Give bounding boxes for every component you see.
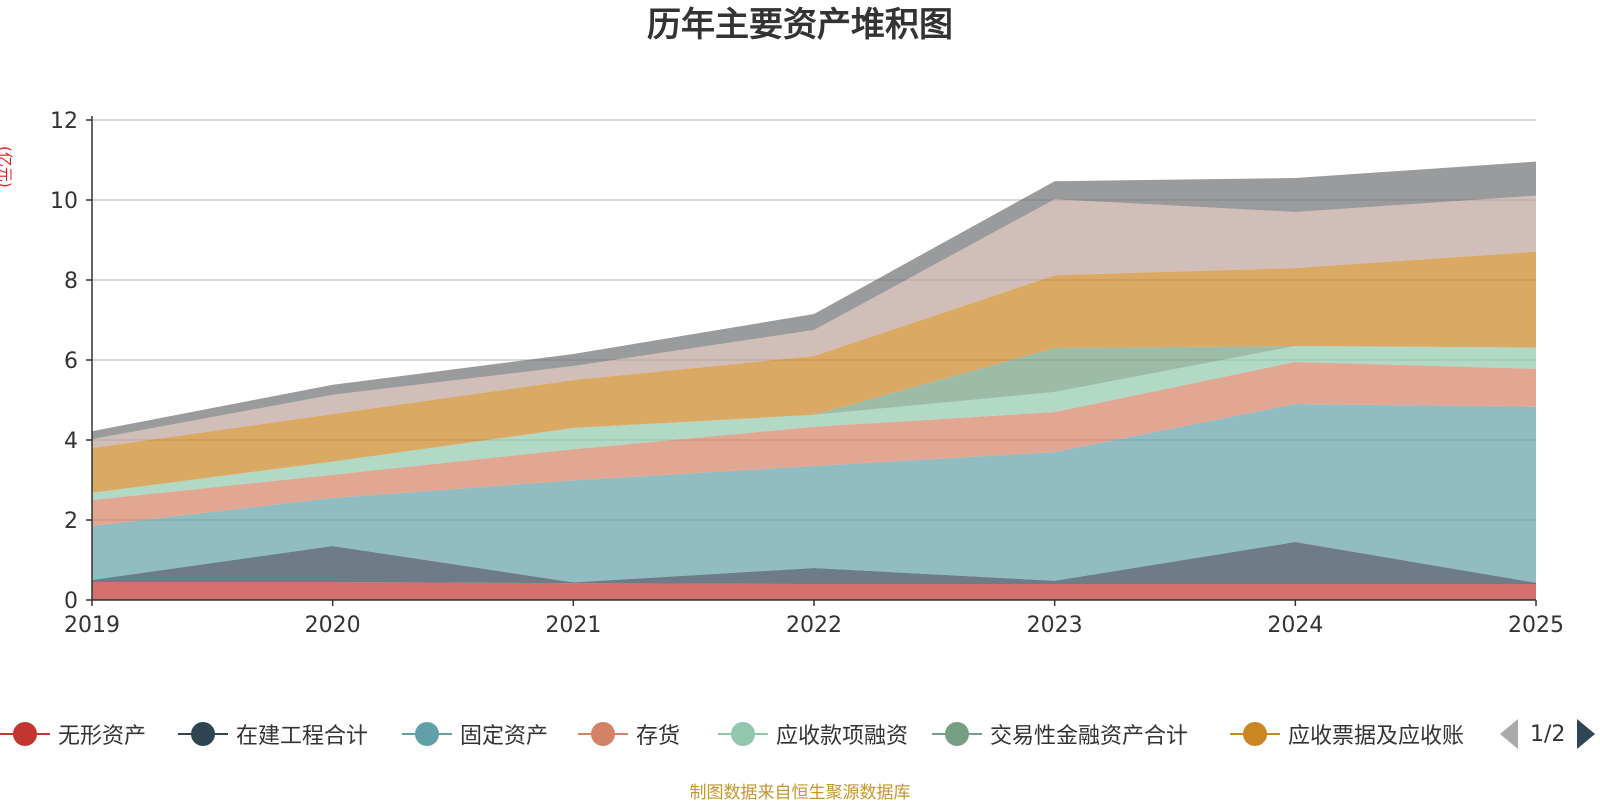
legend-marker-icon xyxy=(0,719,50,749)
legend-marker-icon xyxy=(402,719,452,749)
x-tick-label: 2025 xyxy=(1508,613,1564,638)
x-tick-label: 2019 xyxy=(64,613,120,638)
legend-item[interactable]: 应收款项融资 xyxy=(718,712,908,756)
area-series-group xyxy=(92,161,1536,600)
y-tick-label: 10 xyxy=(50,189,78,214)
legend-marker-icon xyxy=(932,719,982,749)
area-series-2 xyxy=(92,542,1536,584)
legend-pager: 1/2 xyxy=(1500,712,1596,756)
legend-item[interactable]: 无形资产 xyxy=(0,712,146,756)
legend-label: 存货 xyxy=(636,724,681,749)
legend-item[interactable]: 交易性金融资产合计 xyxy=(932,712,1188,756)
legend-marker-icon xyxy=(178,719,228,749)
x-tick-label: 2020 xyxy=(305,613,361,638)
x-tick-label: 2022 xyxy=(786,613,842,638)
area-series-9 xyxy=(92,161,1536,440)
area-series-7 xyxy=(92,251,1536,493)
legend-item[interactable]: 应收票据及应收账 xyxy=(1230,712,1464,756)
y-tick-label: 4 xyxy=(64,429,78,454)
legend-page-indicator: 1/2 xyxy=(1530,721,1566,747)
axes: 0 2 4 6 8 10 12 2019 2020 2021 2022 2023 2024 2025 xyxy=(50,109,1564,638)
area-series-1 xyxy=(92,582,1536,600)
y-tick-label: 0 xyxy=(64,589,78,614)
legend-marker-icon xyxy=(1230,719,1280,749)
legend-label: 无形资产 xyxy=(58,724,147,749)
legend-label: 应收票据及应收账 xyxy=(1288,724,1465,749)
x-tick-label: 2024 xyxy=(1267,613,1323,638)
legend-label: 固定资产 xyxy=(460,724,549,749)
area-series-3 xyxy=(92,404,1536,583)
area-series-4 xyxy=(92,362,1536,526)
legend-label: 应收款项融资 xyxy=(776,724,909,749)
chart-title: 历年主要资产堆积图 xyxy=(647,5,953,45)
y-tick-label: 2 xyxy=(64,509,78,534)
legend-label: 交易性金融资产合计 xyxy=(990,724,1189,749)
source-note: 制图数据来自恒生聚源数据库 xyxy=(689,783,911,803)
legend: 无形资产 在建工程合计 固定资产 存货 应收款项融资 交易性金融资产合计 应收票据及应收账 xyxy=(0,712,1600,756)
x-tick-label: 2021 xyxy=(545,613,601,638)
y-tick-label: 12 xyxy=(50,109,78,134)
legend-prev-page-icon[interactable] xyxy=(1500,719,1518,749)
legend-marker-icon xyxy=(718,719,768,749)
legend-marker-icon xyxy=(578,719,628,749)
area-series-8 xyxy=(92,195,1536,448)
legend-next-page-icon[interactable] xyxy=(1577,719,1596,749)
y-tick-label: 6 xyxy=(64,349,78,374)
legend-item[interactable]: 存货 xyxy=(578,712,680,756)
legend-label: 在建工程合计 xyxy=(236,724,369,749)
area-series-5 xyxy=(92,346,1536,500)
y-tick-label: 8 xyxy=(64,269,78,294)
legend-item[interactable]: 固定资产 xyxy=(402,712,548,756)
legend-item[interactable]: 在建工程合计 xyxy=(178,712,368,756)
stacked-area-chart: 0 2 4 6 8 10 12 2019 2020 2021 2022 2023 2024 2025 xyxy=(50,109,1564,638)
x-tick-label: 2023 xyxy=(1027,613,1083,638)
